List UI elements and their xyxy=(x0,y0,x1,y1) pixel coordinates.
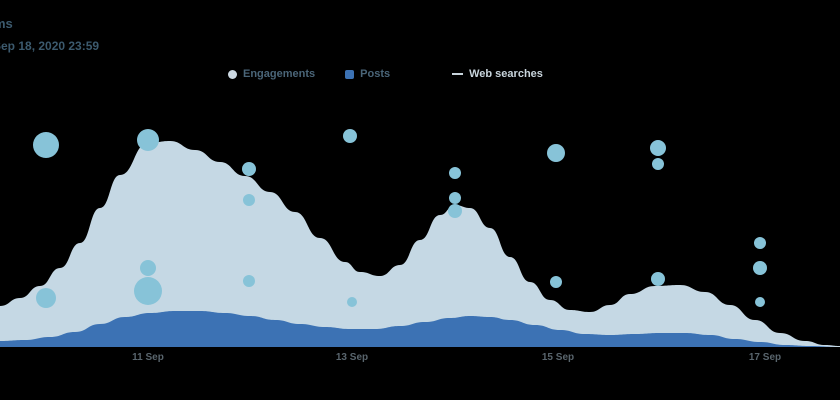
bubble-engagement[interactable] xyxy=(547,144,565,162)
bubble-engagement[interactable] xyxy=(650,140,666,156)
x-axis: 11 Sep 13 Sep 15 Sep 17 Sep xyxy=(0,352,840,372)
bubble-engagement[interactable] xyxy=(755,297,765,307)
bubble-engagement[interactable] xyxy=(140,260,156,276)
legend-item-posts[interactable]: Posts xyxy=(345,68,390,80)
bubble-engagement[interactable] xyxy=(33,132,59,158)
x-axis-tick-label: 15 Sep xyxy=(541,352,575,363)
legend-label-engagements: Engagements xyxy=(243,68,316,80)
bubble-engagement[interactable] xyxy=(134,277,162,305)
dashed-line-marker-icon xyxy=(452,73,464,75)
chart-legend: Engagements Posts Web searches xyxy=(228,66,543,82)
bubble-engagement[interactable] xyxy=(137,129,159,151)
bubble-engagement[interactable] xyxy=(242,162,256,176)
bubble-engagement[interactable] xyxy=(36,288,56,308)
x-axis-tick-label: 11 Sep xyxy=(132,352,164,363)
bubble-engagement[interactable] xyxy=(651,272,665,286)
bubble-engagement[interactable] xyxy=(449,167,461,179)
timestamp-label: Sep 18, 2020 23:59 xyxy=(0,39,100,53)
legend-label-posts: Posts xyxy=(360,68,391,80)
circle-marker-icon xyxy=(228,69,237,79)
bubble-engagement[interactable] xyxy=(243,275,255,287)
page-title: ms xyxy=(0,16,13,31)
x-axis-tick-label: 17 Sep xyxy=(748,352,782,363)
bubble-engagement[interactable] xyxy=(449,192,461,204)
bubble-group-engagements xyxy=(33,129,767,308)
bubble-engagement[interactable] xyxy=(754,237,766,249)
bubble-engagement[interactable] xyxy=(243,194,255,206)
area-web-searches xyxy=(0,141,840,347)
bubble-engagement[interactable] xyxy=(550,276,562,288)
legend-item-engagements[interactable]: Engagements xyxy=(228,68,315,80)
square-marker-icon xyxy=(345,69,355,79)
bubble-engagement[interactable] xyxy=(343,129,357,143)
legend-item-web-searches[interactable]: Web searches xyxy=(452,68,543,80)
bubble-engagement[interactable] xyxy=(753,261,767,275)
bubble-engagement[interactable] xyxy=(652,158,664,170)
legend-label-web-searches: Web searches xyxy=(469,68,543,80)
x-axis-tick-label: 13 Sep xyxy=(335,352,369,363)
bubble-engagement[interactable] xyxy=(347,297,357,307)
area-posts xyxy=(0,311,840,347)
bubble-engagement[interactable] xyxy=(448,204,462,218)
